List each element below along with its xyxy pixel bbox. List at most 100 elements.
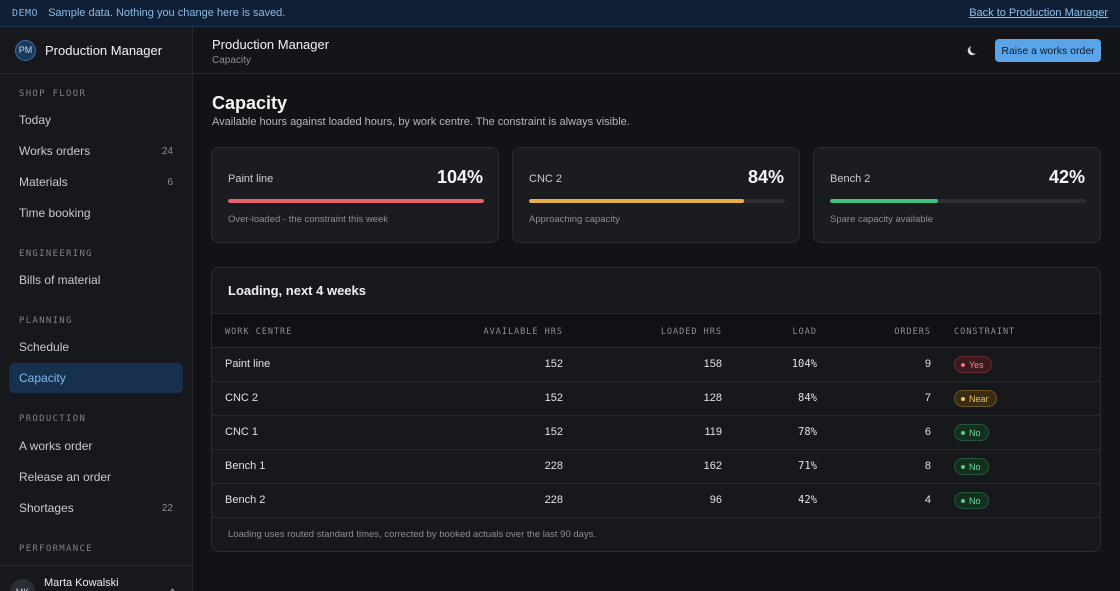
load-bar-fill [830, 199, 938, 203]
page-subtitle: Available hours against loaded hours, by… [212, 116, 630, 128]
status-dot [961, 362, 965, 367]
cell-load: 71% [798, 460, 817, 472]
sidebar-item-a-works-order[interactable]: A works order [9, 431, 183, 461]
column-header-available-hrs[interactable]: AVAILABLE HRS [483, 327, 563, 337]
table-row[interactable]: CNC 2 152 128 84% 7 Near [212, 382, 1100, 416]
cell-work-centre: Bench 1 [225, 460, 266, 472]
badge-label: No [969, 427, 981, 438]
column-header-orders[interactable]: ORDERS [894, 327, 931, 337]
cell-available-hrs: 152 [544, 392, 563, 404]
sidebar-item-label: Works orders [19, 144, 91, 158]
cell-orders: 6 [924, 426, 931, 438]
section-title-engineering: ENGINEERING [19, 249, 93, 259]
card-percent: 84% [747, 167, 784, 187]
badge-label: Near [969, 393, 989, 404]
back-to-app-link[interactable]: Back to Production Manager [969, 7, 1108, 19]
section-title-production: PRODUCTION [19, 414, 87, 424]
sidebar-item-count: 6 [167, 176, 173, 188]
cell-orders: 4 [924, 494, 931, 506]
sidebar-item-time-booking[interactable]: Time booking [9, 198, 183, 228]
sidebar-item-label: Schedule [19, 340, 70, 354]
user-profile[interactable]: MK Marta Kowalski ⤴ [0, 565, 193, 591]
table-row[interactable]: CNC 1 152 119 78% 6 No [212, 416, 1100, 450]
sidebar-item-schedule[interactable]: Schedule [9, 332, 183, 362]
cell-orders: 7 [924, 392, 931, 404]
column-header-load[interactable]: LOAD [792, 327, 817, 337]
column-header-constraint[interactable]: CONSTRAINT [954, 327, 1016, 337]
cell-available-hrs: 228 [544, 494, 563, 506]
status-badge: Near [954, 390, 997, 407]
cell-available-hrs: 228 [544, 460, 563, 472]
sidebar-item-release-an-order[interactable]: Release an order [9, 462, 183, 492]
brand[interactable]: PM Production Manager [0, 27, 192, 74]
demo-tag: DEMO [12, 7, 39, 19]
cell-available-hrs: 152 [544, 358, 563, 370]
sidebar-item-count: 22 [161, 502, 173, 514]
sidebar-item-label: Time booking [19, 206, 91, 220]
demo-banner: DEMO Sample data. Nothing you change her… [0, 0, 1120, 27]
sidebar-item-label: Release an order [19, 470, 112, 484]
section-title-shop-floor: SHOP FLOOR [19, 89, 87, 99]
sidebar-item-capacity[interactable]: Capacity [9, 363, 183, 393]
cell-loaded-hrs: 119 [704, 426, 722, 438]
load-bar-fill [228, 199, 484, 203]
badge-label: Yes [969, 359, 984, 370]
column-header-work-centre[interactable]: WORK CENTRE [225, 327, 293, 337]
sidebar-item-label: Today [19, 113, 52, 127]
sidebar-item-label: Shortages [19, 501, 74, 515]
cell-loaded-hrs: 96 [709, 494, 722, 506]
load-bar-fill [529, 199, 745, 203]
cell-load: 42% [798, 494, 817, 506]
cell-orders: 8 [924, 460, 931, 472]
card-label: Paint line [228, 173, 274, 185]
cell-work-centre: Paint line [225, 358, 271, 370]
sidebar-item-materials[interactable]: Materials 6 [9, 167, 183, 197]
breadcrumb: Capacity [212, 55, 251, 66]
status-dot [961, 396, 965, 401]
status-badge: No [954, 492, 989, 509]
card-label: Bench 2 [830, 173, 871, 185]
badge-label: No [969, 461, 981, 472]
cell-loaded-hrs: 158 [703, 358, 722, 370]
cell-loaded-hrs: 128 [703, 392, 722, 404]
table-row[interactable]: Bench 2 228 96 42% 4 No [212, 484, 1100, 518]
page-title: Capacity [212, 93, 288, 113]
app-title: Production Manager [212, 37, 330, 52]
status-badge: Yes [954, 356, 992, 373]
cell-orders: 9 [924, 358, 931, 370]
card-note: Spare capacity available [830, 214, 933, 225]
status-dot [961, 430, 965, 435]
moon-icon[interactable] [966, 43, 980, 57]
section-title-planning: PLANNING [19, 316, 73, 326]
sidebar-item-label: A works order [19, 439, 93, 453]
sidebar-item-count: 24 [161, 145, 173, 157]
sidebar-item-bills-of-material[interactable]: Bills of material [9, 265, 183, 295]
load-bar-track [830, 199, 1086, 203]
status-badge: No [954, 424, 989, 441]
sidebar-item-shortages[interactable]: Shortages 22 [9, 493, 183, 523]
table-row[interactable]: Bench 1 228 162 71% 8 No [212, 450, 1100, 484]
loading-table-panel: Loading, next 4 weeks WORK CENTRE AVAILA… [211, 267, 1101, 552]
cell-work-centre: CNC 2 [225, 392, 259, 404]
column-header-loaded-hrs[interactable]: LOADED HRS [660, 327, 722, 337]
cell-work-centre: CNC 1 [225, 426, 259, 438]
sidebar-item-works-orders[interactable]: Works orders 24 [9, 136, 183, 166]
table-row[interactable]: Paint line 152 158 104% 9 Yes [212, 348, 1100, 382]
table-header: WORK CENTRE AVAILABLE HRS LOADED HRS LOA… [212, 313, 1100, 348]
sidebar-item-today[interactable]: Today [9, 105, 183, 135]
switch-user-icon[interactable]: ⤴ [165, 585, 175, 591]
table-footnote: Loading uses routed standard times, corr… [228, 529, 597, 540]
brand-name: Production Manager [45, 42, 163, 58]
sidebar-item-label: Bills of material [19, 273, 101, 287]
status-dot [961, 498, 965, 503]
card-note: Approaching capacity [529, 214, 620, 225]
capacity-card-cnc-2: CNC 2 84% Approaching capacity [512, 147, 800, 243]
sidebar-item-label: Materials [19, 175, 68, 189]
badge-label: No [969, 495, 981, 506]
cell-load: 84% [798, 392, 817, 404]
load-bar-track [529, 199, 785, 203]
user-name: Marta Kowalski [44, 577, 119, 589]
sidebar: PM Production Manager SHOP FLOOR Today W… [0, 27, 193, 591]
status-dot [961, 464, 965, 469]
raise-works-order-button[interactable]: Raise a works order [995, 39, 1101, 62]
